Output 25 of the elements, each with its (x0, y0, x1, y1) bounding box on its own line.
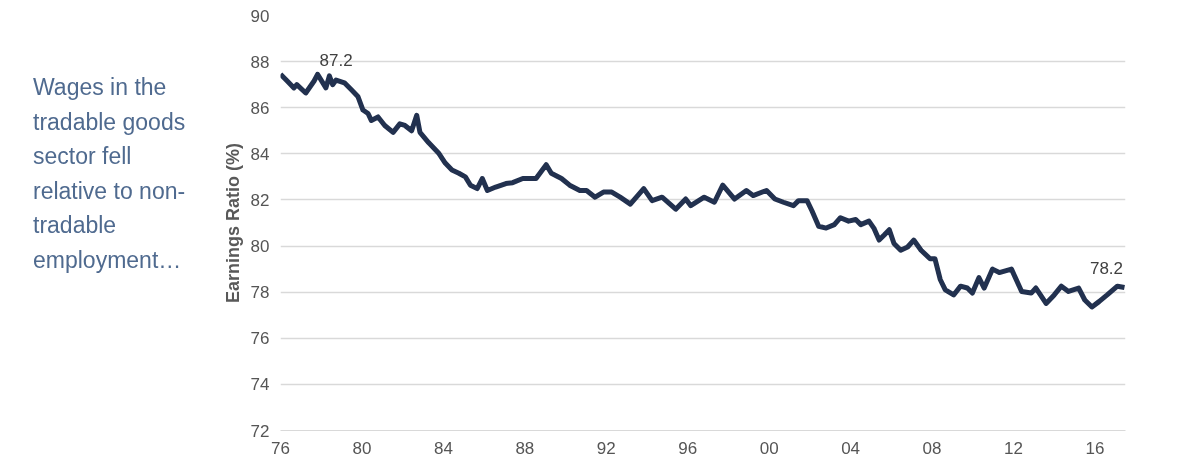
y-tick-label: 76 (250, 329, 270, 349)
y-tick-label: 78 (250, 283, 270, 303)
y-tick-label: 80 (250, 237, 270, 257)
annotation: 78.2 (1089, 258, 1124, 278)
y-tick-label: 88 (250, 52, 270, 72)
x-tick-label: 76 (271, 438, 290, 458)
x-tick-label: 80 (352, 438, 372, 458)
y-tick-label: 84 (250, 144, 270, 164)
annotation: 87.2 (319, 51, 353, 71)
y-tick-label: 72 (250, 421, 270, 441)
x-tick-label: 08 (922, 438, 942, 458)
x-tick-label: 92 (596, 438, 616, 458)
x-tick-label: 04 (841, 438, 861, 458)
y-tick-label: 74 (250, 375, 270, 395)
x-tick-label: 16 (1085, 438, 1105, 458)
x-tick-label: 88 (515, 438, 535, 458)
y-tick-label: 90 (250, 6, 270, 26)
y-tick-label: 86 (250, 98, 270, 118)
y-tick-label: 82 (250, 190, 270, 210)
x-tick-label: 00 (759, 438, 779, 458)
x-tick-label: 84 (433, 438, 453, 458)
x-tick-label: 12 (1004, 438, 1023, 458)
x-tick-label: 96 (678, 438, 698, 458)
y-axis-title: Earnings Ratio (%) (222, 142, 243, 304)
text: Wages in the tradable goods sector fell relative to non-tradable employment… (33, 73, 187, 275)
